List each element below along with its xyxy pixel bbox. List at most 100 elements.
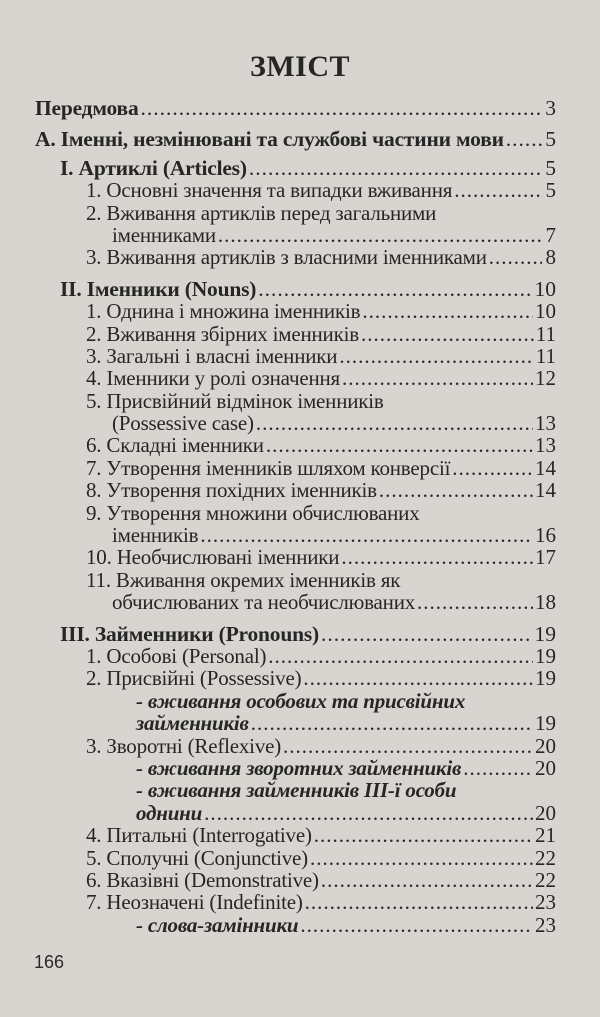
toc-entry-title: 1. Однина і множина іменників	[86, 299, 361, 324]
toc-entry: 11. Вживання окремих іменників як	[0, 567, 600, 592]
toc-entry-page: 22	[535, 845, 556, 870]
dot-leader	[454, 179, 542, 201]
toc-entry-page: 7	[545, 222, 557, 247]
toc-entry-title: 2. Вживання збірних іменників	[86, 321, 359, 346]
toc-entry-page: 11	[535, 321, 556, 346]
toc-entry-page: 5	[545, 155, 556, 180]
toc-entry: 5. Сполучні (Conjunctive) 22	[0, 845, 600, 870]
dot-leader	[417, 591, 533, 613]
toc-entry-page: 18	[535, 590, 556, 615]
toc-entry-page: 8	[545, 245, 557, 270]
toc-entry: 8. Утворення похідних іменників 14	[0, 478, 600, 503]
toc-entry: однини 20	[0, 800, 600, 825]
dot-leader	[341, 546, 533, 568]
toc-entry: 7. Неозначені (Indefinite) 23	[0, 890, 600, 915]
dot-leader	[218, 224, 542, 246]
toc-entry-title: однини	[136, 800, 203, 825]
toc-entry: 1. Основні значення та випадки вживання 5	[0, 178, 600, 203]
toc-entry-title: II. Іменники (Nouns)	[60, 276, 257, 301]
toc-entry: 10. Необчислювані іменники 17	[0, 545, 600, 570]
toc-entry: 6. Складні іменники 13	[0, 433, 600, 458]
toc-entry-title: - вживання займенників III-ї особи	[136, 778, 457, 803]
dot-leader	[283, 735, 533, 757]
dot-leader	[303, 667, 533, 689]
toc-entry-title: 5. Сполучні (Conjunctive)	[86, 845, 308, 870]
toc-entry-title: III. Займенники (Pronouns)	[60, 621, 319, 646]
toc-entry-page: 19	[535, 643, 556, 668]
toc-entry: займенників 19	[0, 711, 600, 736]
toc-entry-page: 19	[535, 711, 556, 736]
toc-entry-page: 13	[535, 411, 556, 436]
toc-entry-title: 3. Зворотні (Reflexive)	[86, 733, 282, 758]
dot-leader	[310, 847, 533, 869]
toc-entry: обчислюваних та необчислюваних 18	[0, 590, 600, 615]
toc-entry-title: 4. Питальні (Interrogative)	[86, 823, 312, 848]
toc-entry: 4. Іменники у ролі означення 12	[0, 367, 600, 390]
toc-entry-page: 10	[535, 299, 556, 324]
toc-entry-page: 17	[535, 545, 556, 570]
toc-entry: - вживання зворотних займенників 20	[0, 757, 600, 780]
toc-entry: 3. Загальні і власні іменники 11	[0, 343, 600, 368]
toc-entry-title: I. Артиклі (Articles)	[60, 155, 247, 180]
dot-leader	[305, 891, 533, 913]
dot-leader	[141, 97, 543, 119]
toc-entry-page: 13	[535, 433, 556, 458]
toc-entry: Передмова 3	[0, 96, 600, 120]
toc-entry-page: 23	[535, 912, 556, 937]
toc-entry-page: 20	[535, 800, 556, 825]
toc-entry: 4. Питальні (Interrogative) 21	[0, 823, 600, 848]
toc-entry-page: 21	[535, 823, 556, 848]
dot-leader	[266, 434, 533, 456]
toc-entry: 2. Вживання артиклів перед загальними	[0, 200, 600, 225]
dot-leader	[463, 757, 533, 779]
toc-entry: 1. Однина і множина іменників 10	[0, 299, 600, 324]
toc-entry-page: 23	[535, 890, 556, 915]
toc-entry: (Possessive case) 13	[0, 411, 600, 436]
toc-entry-page: 22	[535, 867, 556, 892]
toc-entry: 9. Утворення множини обчислюваних	[0, 500, 600, 525]
toc-entry-page: 11	[535, 343, 556, 368]
toc-entry-page: 10	[534, 276, 557, 301]
dot-leader	[249, 157, 542, 179]
toc-entry-title: 9. Утворення множини обчислюваних	[86, 500, 420, 525]
toc-entry-page: 3	[545, 96, 556, 120]
toc-entry: іменників 16	[0, 523, 600, 548]
toc-entry-title: 2. Вживання артиклів перед загальними	[86, 200, 437, 225]
toc-entry: 5. Присвійний відмінок іменників	[0, 389, 600, 412]
dot-leader	[256, 412, 533, 434]
toc-entry: I. Артиклі (Articles) 5	[0, 155, 600, 180]
toc-entry-title: обчислюваних та необчислюваних	[112, 590, 416, 615]
toc-entry-page: 19	[534, 621, 557, 646]
toc-entry-title: 6. Вказівні (Demonstrative)	[86, 867, 319, 892]
toc-entry-title: А. Іменні, незмінювані та службові части…	[35, 127, 504, 152]
toc-entry: 2. Присвійні (Possessive) 19	[0, 666, 600, 691]
toc-entry-title: іменників	[112, 523, 199, 548]
toc-entry-title: 3. Вживання артиклів з власними іменника…	[86, 245, 487, 270]
toc-entry: 7. Утворення іменників шляхом конверсії 1…	[0, 455, 600, 480]
toc-entry-page: 19	[535, 666, 556, 691]
dot-leader	[361, 323, 534, 345]
page-title: ЗМІСТ	[250, 50, 350, 83]
toc-entry-title: займенників	[136, 711, 249, 736]
toc-entry-title: Передмова	[35, 96, 139, 120]
toc-entry-page: 14	[535, 455, 556, 480]
dot-leader	[506, 128, 542, 150]
toc-entry: - вживання особових та присвійних	[0, 689, 600, 712]
toc-entry-title: 1. Основні значення та випадки вживання	[86, 178, 453, 203]
dot-leader	[342, 367, 533, 389]
dot-leader	[258, 278, 532, 300]
toc-entry: 3. Зворотні (Reflexive) 20	[0, 733, 600, 758]
toc-entry-title: 1. Особові (Personal)	[86, 643, 267, 668]
dot-leader	[379, 479, 533, 501]
toc-entry-title: 11. Вживання окремих іменників як	[86, 567, 401, 592]
toc-entry-page: 14	[535, 478, 556, 503]
toc-entry-page: 5	[545, 127, 556, 152]
toc-entry-title: 7. Утворення іменників шляхом конверсії	[86, 455, 451, 480]
toc-entry-title: іменниками	[112, 222, 216, 247]
dot-leader	[362, 300, 533, 322]
dot-leader	[489, 246, 542, 268]
dot-leader	[321, 623, 533, 645]
toc-entry: - слова-замінники 23	[0, 912, 600, 937]
toc-entry-title: 8. Утворення похідних іменників	[86, 478, 377, 503]
toc-entry-title: 7. Неозначені (Indefinite)	[86, 890, 303, 915]
